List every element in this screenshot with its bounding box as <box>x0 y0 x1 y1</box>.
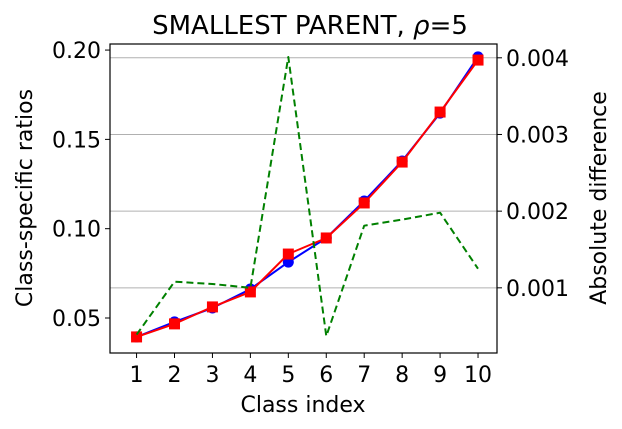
y-axis-left-label: Class-specific ratios <box>13 89 38 307</box>
marker-square <box>396 156 408 168</box>
y-tick-label-right: 0.001 <box>506 277 569 302</box>
y-axis-left: 0.05 0.10 0.15 0.20 <box>52 39 110 332</box>
y-tick-label-left: 0.15 <box>52 128 101 153</box>
y-tick-label-right: 0.004 <box>506 47 569 72</box>
x-tick-label: 3 <box>205 363 219 388</box>
series-2 <box>131 54 484 343</box>
marker-square <box>434 106 446 118</box>
series-line <box>135 56 479 338</box>
y-tick-label-left: 0.10 <box>52 218 101 243</box>
x-tick-label: 1 <box>130 363 144 388</box>
plot-frame <box>109 43 498 354</box>
series-line <box>136 56 479 338</box>
series-layer <box>131 51 484 343</box>
y-axis-right: 0.001 0.002 0.003 0.004 <box>497 47 569 302</box>
x-tick-label: 4 <box>243 363 257 388</box>
x-tick-label: 5 <box>281 363 295 388</box>
y-tick-label-right: 0.002 <box>506 200 569 225</box>
marker-square <box>320 232 332 244</box>
y-tick-label-left: 0.05 <box>52 307 101 332</box>
series-line <box>136 59 479 338</box>
y-tick-label-right: 0.003 <box>506 123 569 148</box>
x-tick-label: 8 <box>395 363 409 388</box>
x-tick-label: 9 <box>433 363 447 388</box>
series-1 <box>131 51 484 343</box>
x-tick-label: 2 <box>168 363 182 388</box>
marker-square <box>244 286 256 298</box>
gridlines <box>110 57 497 289</box>
x-tick-label: 6 <box>319 363 333 388</box>
marker-square <box>472 54 484 66</box>
marker-square <box>282 248 294 260</box>
chart-title: SMALLEST PARENT, ρ=5 <box>152 11 468 41</box>
series-3 <box>135 56 479 338</box>
x-axis: 1 2 3 4 5 6 7 8 9 10 <box>130 353 492 388</box>
marker-square <box>131 331 143 343</box>
y-tick-label-left: 0.20 <box>52 39 101 64</box>
y-axis-right-label: Absolute difference <box>587 91 612 305</box>
x-tick-label: 10 <box>464 363 492 388</box>
marker-square <box>358 197 370 209</box>
title-prefix: SMALLEST PARENT, <box>152 11 413 41</box>
title-suffix: =5 <box>430 11 468 41</box>
x-axis-label: Class index <box>240 393 365 418</box>
marker-square <box>169 318 180 330</box>
marker-square <box>206 301 218 313</box>
title-rho-symbol: ρ <box>413 11 430 41</box>
x-tick-label: 7 <box>357 363 371 388</box>
